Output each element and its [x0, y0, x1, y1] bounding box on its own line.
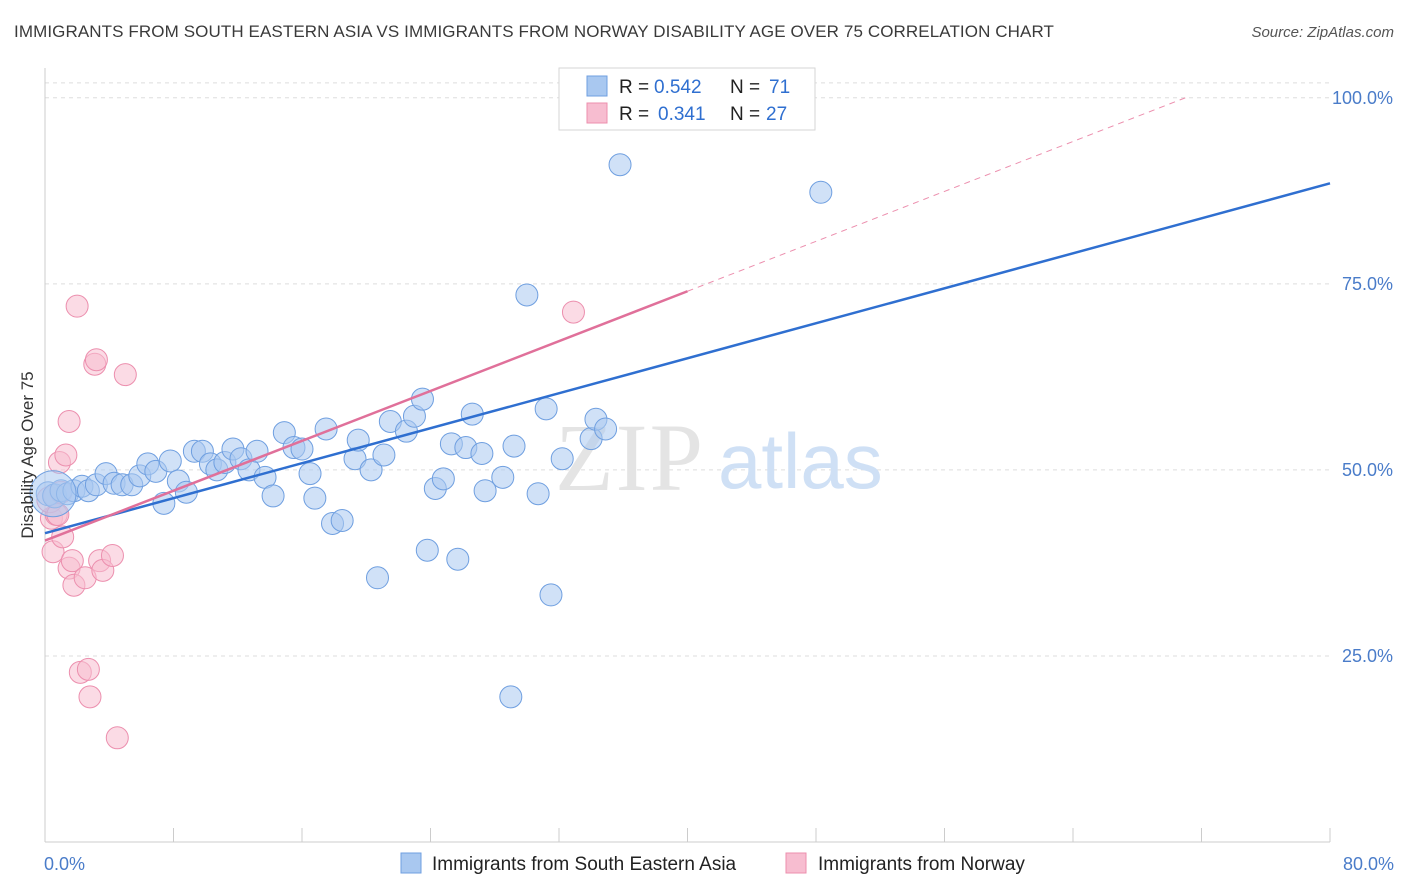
sea-point — [261, 484, 285, 508]
sea-point — [431, 467, 455, 491]
legend-r-label-sea: R = — [619, 77, 649, 98]
sea-point — [330, 508, 354, 532]
source-label: Source: ZipAtlas.com — [1251, 24, 1394, 41]
series-sea-points — [29, 86, 833, 709]
y-tick-labels: 25.0% 50.0% 75.0% 100.0% — [1332, 88, 1393, 666]
sea-trend-line — [44, 182, 1331, 535]
sea-point — [515, 283, 539, 307]
legend-swatch-sea — [586, 75, 608, 97]
norway-trend-extension — [687, 97, 1186, 292]
norway-point — [105, 726, 129, 750]
y-tick-label-50: 50.0% — [1342, 460, 1393, 480]
sea-point — [470, 442, 494, 466]
x-tick-label-min: 0.0% — [44, 854, 85, 874]
norway-point — [78, 685, 102, 709]
sea-point — [534, 397, 558, 421]
sea-point — [29, 470, 77, 518]
sea-point — [502, 434, 526, 458]
sea-point — [809, 180, 833, 204]
sea-point — [499, 685, 523, 709]
y-axis-label: Disability Age Over 75 — [18, 371, 37, 538]
watermark-atlas: atlas — [718, 417, 883, 505]
sea-point — [594, 417, 618, 441]
bottom-legend-swatch-norway — [785, 852, 807, 874]
legend-r-value-norway: 0.341 — [658, 104, 706, 125]
sea-point — [491, 465, 515, 489]
legend-n-label-norway: N = — [730, 104, 760, 125]
norway-trend-line — [44, 290, 688, 542]
sea-point — [446, 547, 470, 571]
norway-point — [76, 657, 100, 681]
norway-point — [561, 300, 585, 324]
legend-r-value-sea: 0.542 — [654, 77, 702, 98]
legend-swatch-norway — [586, 102, 608, 124]
norway-point — [54, 443, 78, 467]
sea-point — [372, 443, 396, 467]
sea-point — [303, 486, 327, 510]
sea-point — [415, 538, 439, 562]
norway-point — [57, 410, 81, 434]
sea-point — [298, 462, 322, 486]
legend: R = 0.542 N = 71 R = 0.341 N = 27 — [558, 67, 816, 131]
watermark-zip: ZIP — [555, 404, 705, 511]
sea-point — [158, 449, 182, 473]
legend-r-label-norway: R = — [619, 104, 649, 125]
legend-n-value-norway: 27 — [766, 104, 787, 125]
norway-point — [100, 543, 124, 567]
legend-n-value-sea: 71 — [769, 77, 790, 98]
sea-point — [365, 566, 389, 590]
bottom-legend-swatch-sea — [400, 852, 422, 874]
trend-lines — [44, 97, 1331, 542]
sea-point — [550, 447, 574, 471]
sea-point — [359, 458, 383, 482]
legend-n-label-sea: N = — [730, 77, 760, 98]
grid-lines — [45, 82, 1330, 657]
sea-point — [539, 583, 563, 607]
x-tick-label-max: 80.0% — [1343, 854, 1394, 874]
bottom-legend: Immigrants from South Eastern Asia Immig… — [400, 852, 1025, 875]
sea-point — [473, 479, 497, 503]
y-tick-label-100: 100.0% — [1332, 88, 1393, 108]
x-tick-marks — [44, 828, 1331, 842]
y-tick-label-25: 25.0% — [1342, 646, 1393, 666]
sea-point — [526, 482, 550, 506]
norway-point — [113, 363, 137, 387]
sea-point — [608, 153, 632, 177]
bottom-legend-label-norway: Immigrants from Norway — [818, 854, 1025, 875]
norway-point — [84, 348, 108, 372]
y-tick-label-75: 75.0% — [1342, 274, 1393, 294]
bottom-legend-label-sea: Immigrants from South Eastern Asia — [432, 854, 737, 875]
norway-point — [65, 294, 89, 318]
norway-point — [60, 549, 84, 573]
chart-title: IMMIGRANTS FROM SOUTH EASTERN ASIA VS IM… — [14, 22, 1055, 41]
